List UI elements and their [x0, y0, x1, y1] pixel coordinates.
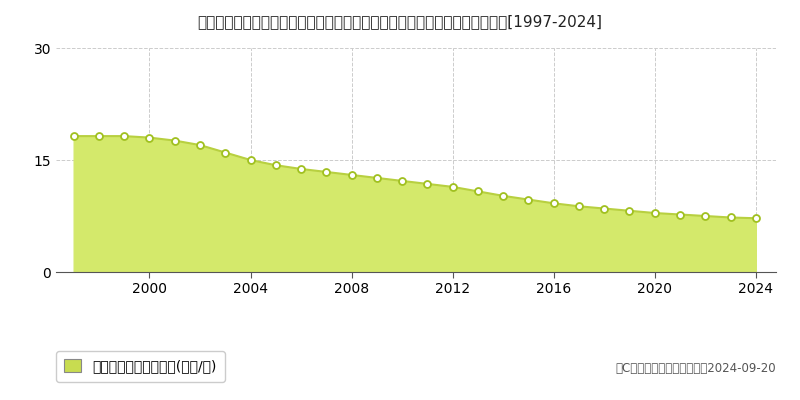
Legend: 基準地価　平均啶単価(万円/啶): 基準地価 平均啶単価(万円/啶) — [56, 351, 225, 382]
Text: （C）土地価格ドットコム　2024-09-20: （C）土地価格ドットコム 2024-09-20 — [615, 362, 776, 375]
Text: 広島県広島市安佐北区安佐町大字くすの木台２０番６　基準地価　地価推移[1997-2024]: 広島県広島市安佐北区安佐町大字くすの木台２０番６ 基準地価 地価推移[1997-… — [198, 14, 602, 29]
